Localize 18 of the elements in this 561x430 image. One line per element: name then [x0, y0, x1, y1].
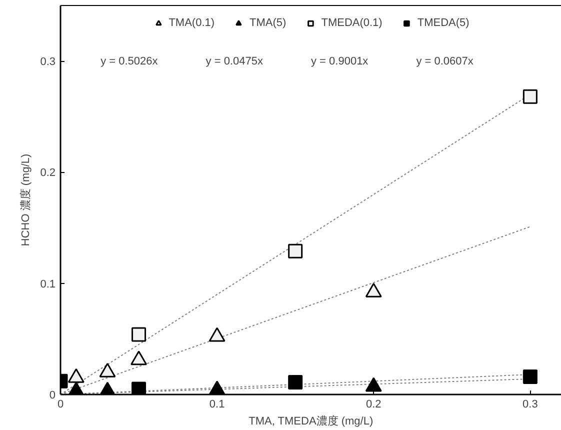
- y-axis-title: HCHO 濃度 (mg/L): [19, 154, 32, 246]
- annotation: y = 0.0607x: [416, 56, 474, 68]
- y-tick-label: 0: [49, 390, 56, 402]
- annotation: y = 0.9001x: [311, 56, 369, 68]
- annotation: y = 0.5026x: [100, 56, 158, 68]
- legend-label: TMEDA(0.1): [321, 17, 382, 29]
- legend-label: TMA(5): [250, 17, 286, 29]
- x-tick-label: 0: [57, 398, 64, 410]
- x-tick-label: 0.2: [366, 398, 382, 410]
- legend-label: TMA(0.1): [168, 17, 215, 29]
- legend-label: TMEDA(5): [417, 17, 470, 29]
- annotation: y = 0.0475x: [206, 56, 264, 68]
- y-tick-label: 0.1: [40, 278, 56, 290]
- y-tick-label: 0.3: [40, 56, 56, 68]
- x-tick-label: 0.3: [522, 398, 538, 410]
- y-tick-label: 0.2: [40, 167, 56, 180]
- x-tick-label: 0.1: [209, 398, 225, 410]
- x-axis-title: TMA, TMEDA濃度 (mg/L): [248, 414, 374, 428]
